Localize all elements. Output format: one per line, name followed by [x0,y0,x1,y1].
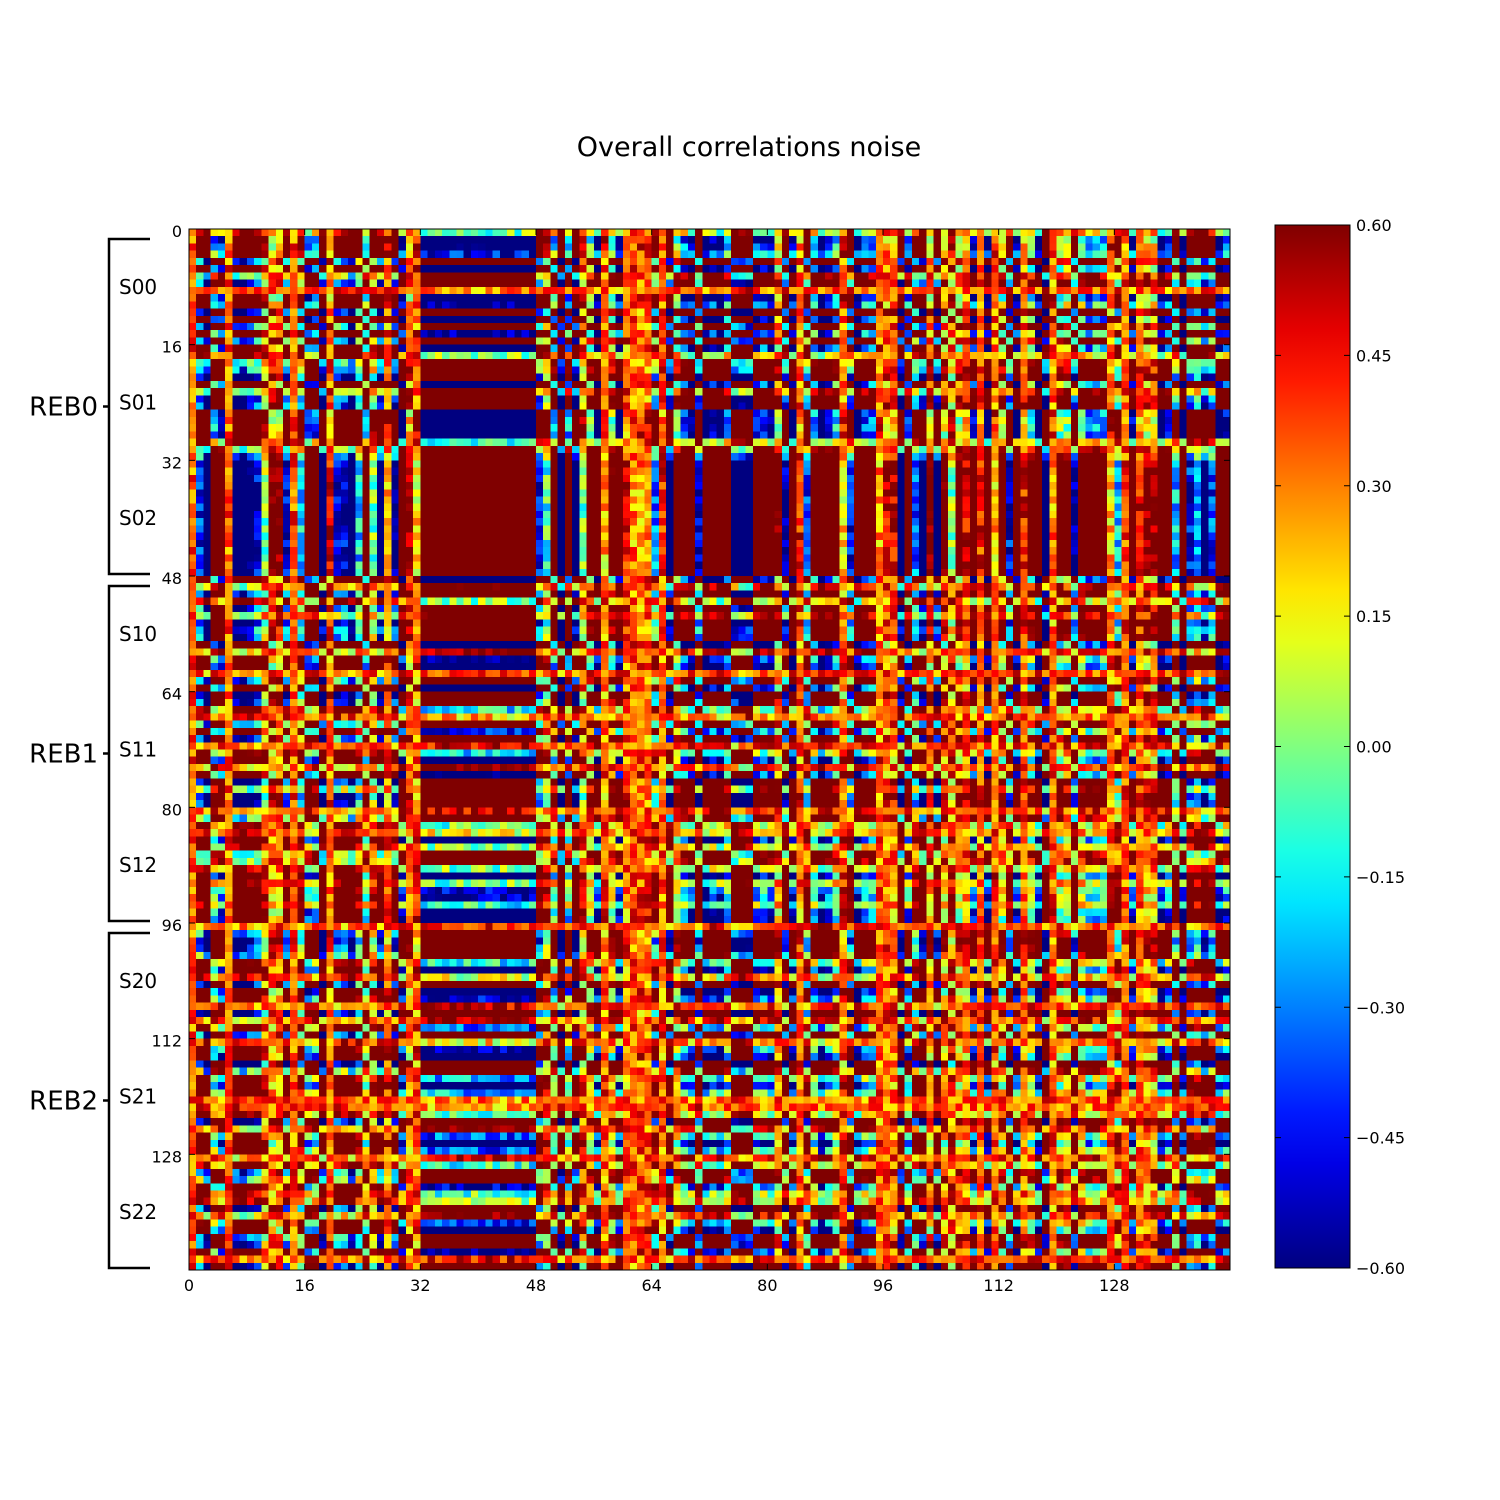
colorbar-tick-label: −0.30 [1356,998,1405,1017]
colorbar-tick-label: 0.60 [1356,216,1392,235]
x-tick-label: 128 [1099,1276,1130,1295]
y-tick-label: 80 [162,800,182,819]
y-tick-label: 112 [151,1032,182,1051]
y-tick-label: 16 [162,338,182,357]
colorbar-tick-label: −0.15 [1356,868,1405,887]
segment-label: S00 [119,275,157,299]
segment-label: S20 [119,969,157,993]
segment-label: S12 [119,853,157,877]
heatmap-image [189,229,1230,1270]
group-label: REB1 [29,740,98,770]
x-tick-label: 32 [410,1276,430,1295]
colorbar-tick-label: 0.30 [1356,477,1392,496]
colorbar-tick-label: 0.45 [1356,346,1392,365]
y-tick-label: 96 [162,916,182,935]
x-tick-label: 64 [641,1276,661,1295]
x-tick-label: 16 [294,1276,314,1295]
colorbar-tick-label: 0.15 [1356,607,1392,626]
colorbar-gradient [1274,224,1351,1269]
colorbar-tick-label: 0.00 [1356,738,1392,757]
chart-title: Overall correlations noise [577,132,921,163]
x-tick-label: 96 [873,1276,893,1295]
group-label: REB0 [29,393,98,423]
segment-label: S10 [119,622,157,646]
colorbar-tick-label: −0.60 [1356,1259,1405,1278]
y-tick-label: 48 [162,569,182,588]
segment-label: S21 [119,1085,157,1109]
y-tick-label: 0 [172,222,182,241]
segment-label: S11 [119,738,157,762]
x-tick-label: 80 [757,1276,777,1295]
y-tick-label: 128 [151,1147,182,1166]
x-tick-label: 48 [526,1276,546,1295]
colorbar: 0.60 0.45 0.30 0.15 0.00 −0.15 −0.30 −0.45 −0.60 [1274,216,1405,1278]
segment-label: S01 [119,391,157,415]
group-label: REB2 [29,1087,98,1117]
x-tick-label: 112 [983,1276,1014,1295]
segment-label: S02 [119,506,157,530]
y-tick-label: 32 [162,453,182,472]
heatmap [189,229,1230,1270]
group-brackets: REB0 S00 S01 S02 REB1 S10 S11 S12 REB2 S20 S21 S22 [29,237,157,1270]
axes: 0 16 32 48 64 80 96 112 128 0 16 32 48 64 80 96 112 128 [151,222,1230,1295]
x-tick-label: 0 [184,1276,194,1295]
colorbar-tick-label: −0.45 [1356,1129,1405,1148]
y-tick-label: 64 [162,685,182,704]
segment-label: S22 [119,1200,157,1224]
plot-frame [188,228,1231,1271]
